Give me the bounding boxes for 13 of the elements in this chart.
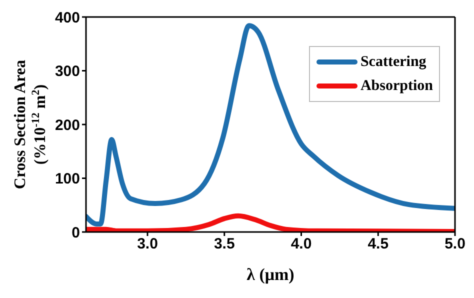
legend-label: Scattering (360, 54, 426, 70)
y-tick-label: 400 (54, 9, 80, 26)
x-tick-label: 3.0 (137, 236, 158, 253)
x-tick-label: 5.0 (444, 236, 466, 253)
x-axis-title: λ (μm) (246, 265, 294, 284)
x-tick-label: 4.5 (368, 236, 389, 253)
x-tick-label: 4.0 (290, 236, 312, 253)
legend-label: Absorption (360, 78, 433, 94)
x-tick-label: 3.5 (214, 236, 235, 253)
y-tick-label: 0 (72, 224, 80, 242)
y-tick-label: 200 (54, 116, 80, 134)
y-tick-label: 100 (54, 170, 80, 188)
y-tick-label: 300 (54, 63, 80, 80)
